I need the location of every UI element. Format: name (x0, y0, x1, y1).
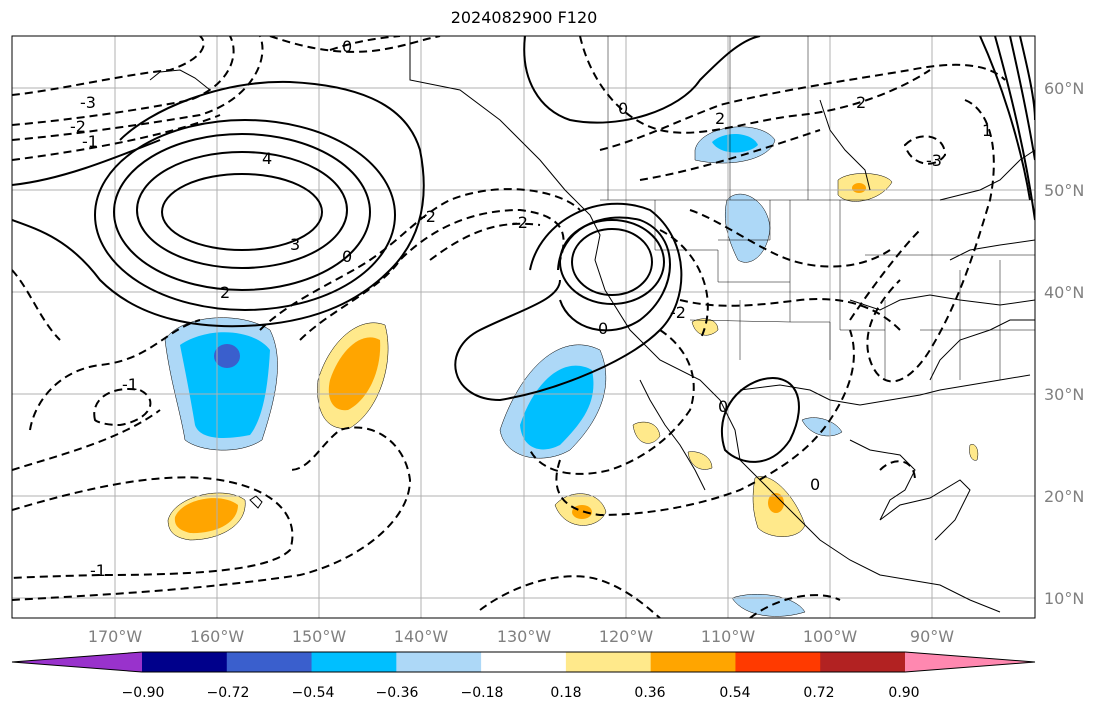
negative-anomaly-core (214, 344, 240, 368)
contour-label: 0 (618, 99, 628, 118)
colorbar-tick-label: −0.36 (376, 685, 419, 701)
colorbar-extend-max (905, 652, 1035, 672)
colorbar-segment (481, 652, 567, 672)
colorbar-segment (311, 652, 397, 672)
lon-label: 140°W (394, 627, 449, 646)
contour-label: 0 (598, 319, 608, 338)
negative-anomaly-region (520, 365, 594, 450)
lon-label: 90°W (910, 627, 954, 646)
colorbar-tick-label: 0.90 (888, 685, 919, 701)
colorbar-tick-label: −0.90 (122, 685, 165, 701)
positive-anomaly-region (691, 318, 719, 336)
colorbar-segment (565, 652, 652, 672)
shaded-regions (164, 126, 979, 617)
colorbar-tick-label: 0.54 (719, 685, 750, 701)
positive-anomaly-region (687, 451, 713, 470)
gridlines (12, 36, 1035, 618)
lat-label: 10°N (1044, 589, 1084, 608)
lon-label: 130°W (497, 627, 552, 646)
latitude-labels: 60°N 50°N 40°N 30°N 20°N 10°N (1044, 79, 1084, 608)
colorbar-tick-label: 0.72 (803, 685, 834, 701)
colorbar-extend-min (12, 652, 142, 672)
contour-label: 1 (982, 121, 992, 140)
contour-label: -1 (90, 561, 106, 580)
contour-label: -2 (670, 303, 686, 322)
colorbar-tick-label: 0.36 (634, 685, 665, 701)
map-panel: -3 -2 -1 0 4 3 2 -2 -1 -1 0 -2 2 0 0 -3 … (12, 36, 1035, 618)
positive-anomaly-region (632, 421, 661, 444)
contour-label: -2 (512, 213, 528, 232)
contour-label: -3 (926, 151, 942, 170)
positive-anomaly-region (328, 337, 381, 411)
contour-label: 2 (856, 93, 866, 112)
negative-anomaly-region (712, 134, 758, 153)
contour-label: -2 (70, 117, 86, 136)
negative-anomaly-region (724, 194, 771, 263)
positive-anomaly-region (174, 498, 238, 534)
colorbar-tick-label: 0.18 (550, 685, 581, 701)
colorbar-tick-label: −0.18 (461, 685, 504, 701)
colorbar-segment (650, 652, 736, 672)
map-frame (11, 35, 1036, 619)
lon-label: 170°W (88, 627, 143, 646)
contour-label: 4 (262, 149, 272, 168)
lon-label: 150°W (292, 627, 347, 646)
colorbar (11, 651, 1036, 673)
colorbar-segment (396, 652, 482, 672)
negative-anomaly-region (180, 332, 270, 438)
negative-anomaly-region (801, 417, 843, 437)
positive-anomaly-core (852, 183, 866, 193)
contour-label: -3 (80, 93, 96, 112)
lon-label: 160°W (190, 627, 245, 646)
lon-label: 120°W (599, 627, 654, 646)
contour-label: 0 (342, 247, 352, 266)
lat-label: 40°N (1044, 283, 1084, 302)
contour-labels: -3 -2 -1 0 4 3 2 -2 -1 -1 0 -2 2 0 0 -3 … (70, 37, 992, 580)
colorbar-segment (226, 652, 313, 672)
positive-anomaly-core (572, 505, 592, 519)
contour-label: -1 (122, 375, 138, 394)
colorbar-segment (735, 652, 821, 672)
positive-anomaly-region (969, 444, 979, 461)
colorbar-tick-labels: −0.90 −0.72 −0.54 −0.36 −0.18 0.18 0.36 … (122, 685, 920, 701)
colorbar-tick-label: −0.72 (207, 685, 250, 701)
colorbar-tick-label: −0.54 (292, 685, 335, 701)
solid-contours (12, 36, 1035, 463)
lon-label: 110°W (701, 627, 756, 646)
contour-label: 0 (342, 37, 352, 56)
lat-label: 30°N (1044, 385, 1084, 404)
lat-label: 60°N (1044, 79, 1084, 98)
positive-anomaly-core (768, 493, 784, 513)
contour-label: 0 (810, 475, 820, 494)
contour-label: 3 (290, 235, 300, 254)
lat-label: 20°N (1044, 487, 1084, 506)
lon-label: 100°W (803, 627, 858, 646)
political-borders (600, 36, 1035, 380)
contour-label: -1 (82, 132, 98, 151)
contour-label: -2 (420, 207, 436, 226)
lat-label: 50°N (1044, 181, 1084, 200)
colorbar-outline (11, 651, 1036, 673)
contour-label: 2 (220, 283, 230, 302)
contour-label: 0 (718, 397, 728, 416)
colorbar-segment (820, 652, 906, 672)
dashed-contours (12, 36, 1006, 618)
map-title: 2024082900 F120 (450, 8, 598, 27)
colorbar-segment (142, 652, 228, 672)
longitude-labels: 170°W 160°W 150°W 140°W 130°W 120°W 110°… (88, 627, 954, 646)
contour-label: 2 (715, 109, 725, 128)
